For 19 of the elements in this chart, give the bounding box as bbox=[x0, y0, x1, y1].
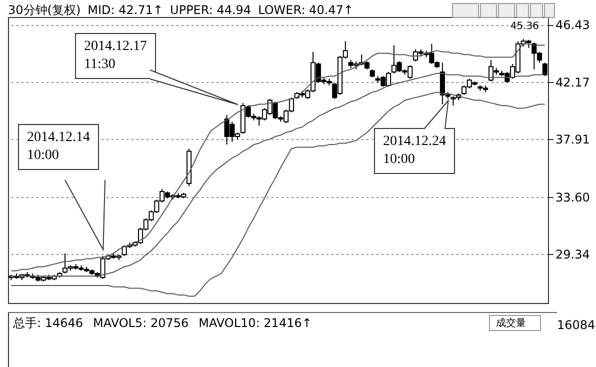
text: MAVOL10: 21416↑ bbox=[198, 316, 312, 330]
annotation: 45.36 bbox=[510, 21, 539, 32]
y-tick-label: 37.91 bbox=[556, 132, 590, 147]
text: UPPER: 44.94 bbox=[170, 3, 252, 17]
annotation: 2014.12.17 11:30 bbox=[75, 33, 156, 79]
y-tick-label: 42.17 bbox=[556, 75, 590, 90]
text: LOWER: 40.47↑ bbox=[258, 3, 354, 17]
text: 30分钟(复权) bbox=[8, 3, 81, 17]
text: 16084 bbox=[557, 318, 596, 332]
text: 总手: 14646 bbox=[13, 316, 84, 330]
y-tick-label: 46.43 bbox=[556, 18, 590, 32]
annotation: 2014.12.24 10:00 bbox=[374, 128, 455, 174]
y-tick-label: 33.60 bbox=[556, 190, 590, 204]
annotation: 2014.12.14 10:00 bbox=[18, 124, 99, 170]
candlestick bbox=[542, 62, 548, 77]
y-tick-label: 29.34 bbox=[556, 248, 590, 262]
text: 成交量 bbox=[489, 315, 541, 331]
text: MID: 42.71↑ bbox=[88, 3, 164, 17]
text: MAVOL5: 20756 bbox=[93, 316, 189, 330]
